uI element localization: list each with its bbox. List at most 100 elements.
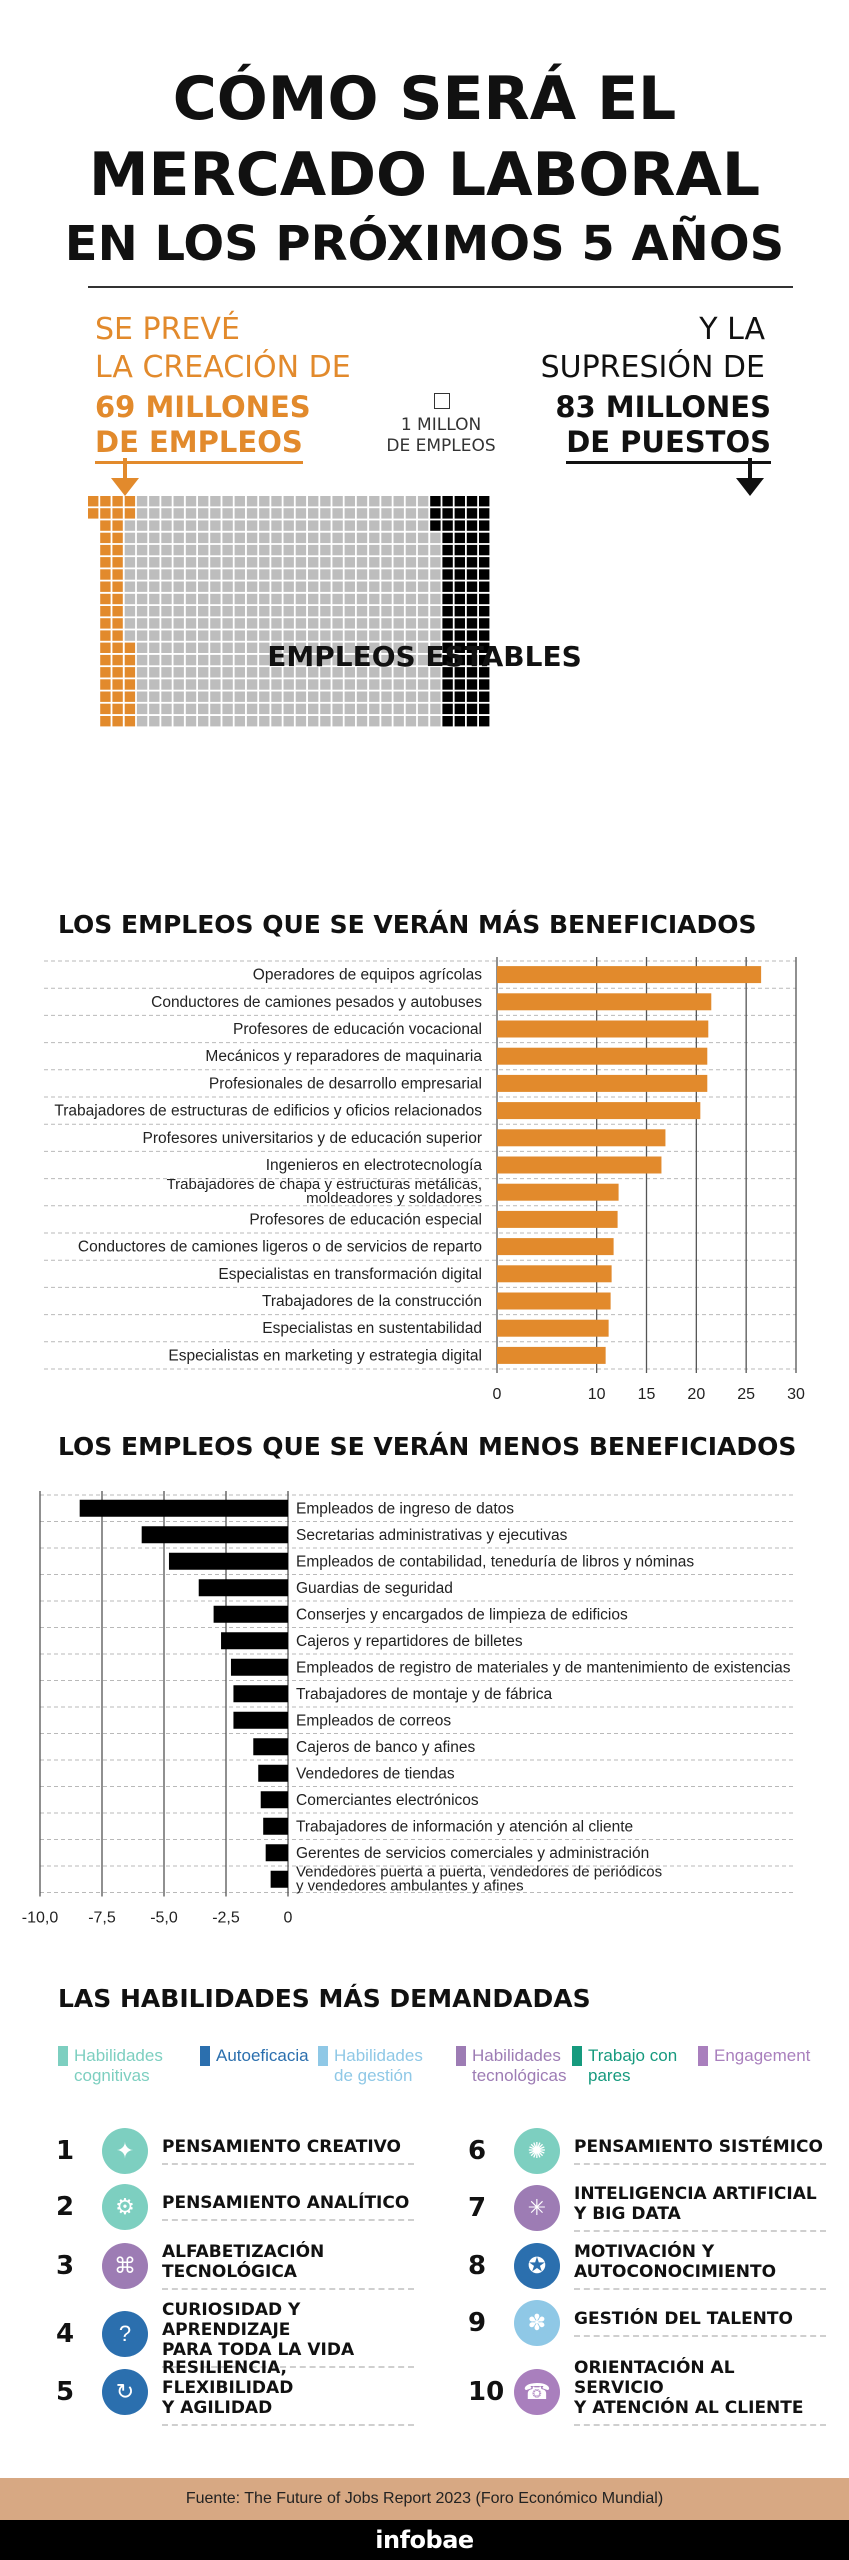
legend-swatch	[58, 2046, 68, 2066]
waffle-cell	[234, 630, 245, 641]
waffle-cell	[173, 630, 184, 641]
bar	[258, 1764, 288, 1782]
waffle-cell	[393, 508, 404, 519]
waffle-cell	[381, 581, 392, 592]
waffle-cell	[393, 520, 404, 531]
waffle-cell	[381, 679, 392, 690]
waffle-cell	[112, 557, 123, 568]
waffle-cell	[136, 557, 148, 568]
waffle-cell	[210, 630, 221, 641]
waffle-cell	[417, 691, 429, 702]
waffle-cell	[161, 581, 172, 592]
waffle-cell	[149, 679, 160, 690]
waffle-cell	[88, 508, 99, 519]
x-tick-label: 0	[493, 1386, 502, 1403]
waffle-cell	[222, 508, 233, 519]
waffle-cell	[381, 691, 392, 702]
waffle-cell	[283, 520, 294, 531]
waffle-cell	[320, 618, 331, 629]
bar	[497, 1238, 614, 1256]
waffle-cell	[320, 557, 331, 568]
waffle-cell	[369, 557, 380, 568]
waffle-cell	[259, 667, 270, 678]
waffle-cell	[344, 520, 355, 531]
waffle-cell	[259, 496, 270, 507]
waffle-cell	[417, 581, 429, 592]
waffle-cell	[136, 593, 148, 605]
bar	[497, 1292, 611, 1310]
waffle-cell	[222, 496, 233, 507]
waffle-cell	[381, 642, 392, 653]
waffle-cell	[430, 544, 441, 556]
waffle-cell	[393, 703, 404, 715]
waffle-cell	[136, 642, 148, 653]
waffle-cell	[295, 569, 307, 580]
waffle-cell	[442, 618, 453, 629]
waffle-cell	[381, 569, 392, 580]
waffle-cell	[222, 544, 233, 556]
waffle-cell	[210, 581, 221, 592]
waffle-cell	[479, 569, 490, 580]
waffle-cell	[405, 618, 417, 629]
waffle-cell	[173, 703, 184, 715]
legend-swatch	[456, 2046, 466, 2066]
category-label: Empleados de correos	[296, 1712, 451, 1729]
waffle-cell	[234, 569, 245, 580]
waffle-cell	[308, 569, 319, 580]
waffle-cell	[356, 606, 368, 617]
waffle-cell	[393, 716, 404, 727]
jobs-waffle-chart	[88, 458, 764, 727]
waffle-cell	[234, 581, 245, 592]
waffle-cell	[442, 606, 453, 617]
waffle-cell	[479, 642, 490, 653]
waffle-cell	[222, 630, 233, 641]
waffle-cell	[259, 532, 270, 544]
title-line-3: EN LOS PRÓXIMOS 5 AÑOS	[64, 216, 785, 272]
waffle-cell	[295, 606, 307, 617]
waffle-cell	[430, 654, 441, 666]
motivation-icon: ✪	[514, 2243, 560, 2289]
waffle-cell	[124, 618, 136, 629]
waffle-cell	[210, 557, 221, 568]
waffle-cell	[271, 691, 282, 702]
waffle-cell	[246, 569, 258, 580]
bar	[497, 1346, 606, 1364]
waffle-cell	[210, 667, 221, 678]
waffle-cell	[283, 593, 294, 605]
waffle-cell	[271, 544, 282, 556]
legend-swatch	[572, 2046, 582, 2066]
waffle-cell	[430, 618, 441, 629]
waffle-cell	[381, 654, 392, 666]
skills-title: LAS HABILIDADES MÁS DEMANDADAS	[58, 1984, 591, 2013]
x-tick-label: 30	[787, 1386, 805, 1403]
waffle-cell	[442, 569, 453, 580]
waffle-cell	[430, 630, 441, 641]
bar	[497, 1129, 666, 1147]
unit-square-icon	[434, 393, 450, 409]
skill-name: MOTIVACIÓN Y AUTOCONOCIMIENTO	[574, 2242, 826, 2290]
waffle-cell	[393, 557, 404, 568]
waffle-cell	[466, 654, 478, 666]
waffle-cell	[442, 593, 453, 605]
waffle-cell	[149, 532, 160, 544]
category-label: Trabajadores de información y atención a…	[296, 1818, 633, 1835]
waffle-cell	[259, 569, 270, 580]
waffle-cell	[466, 679, 478, 690]
waffle-cell	[161, 606, 172, 617]
title-line-2: MERCADO LABORAL	[88, 140, 761, 210]
waffle-cell	[149, 618, 160, 629]
waffle-cell	[479, 667, 490, 678]
waffle-cell	[295, 703, 307, 715]
skill-item: 9 ✽ GESTIÓN DEL TALENTO	[468, 2300, 826, 2346]
waffle-cell	[234, 532, 245, 544]
waffle-cell	[185, 593, 197, 605]
waffle-cell	[234, 520, 245, 531]
waffle-cell	[369, 532, 380, 544]
waffle-cell	[344, 544, 355, 556]
waffle-cell	[308, 703, 319, 715]
waffle-cell	[136, 581, 148, 592]
waffle-cell	[381, 606, 392, 617]
waffle-cell	[124, 581, 136, 592]
waffle-cell	[405, 703, 417, 715]
waffle-cell	[442, 654, 453, 666]
